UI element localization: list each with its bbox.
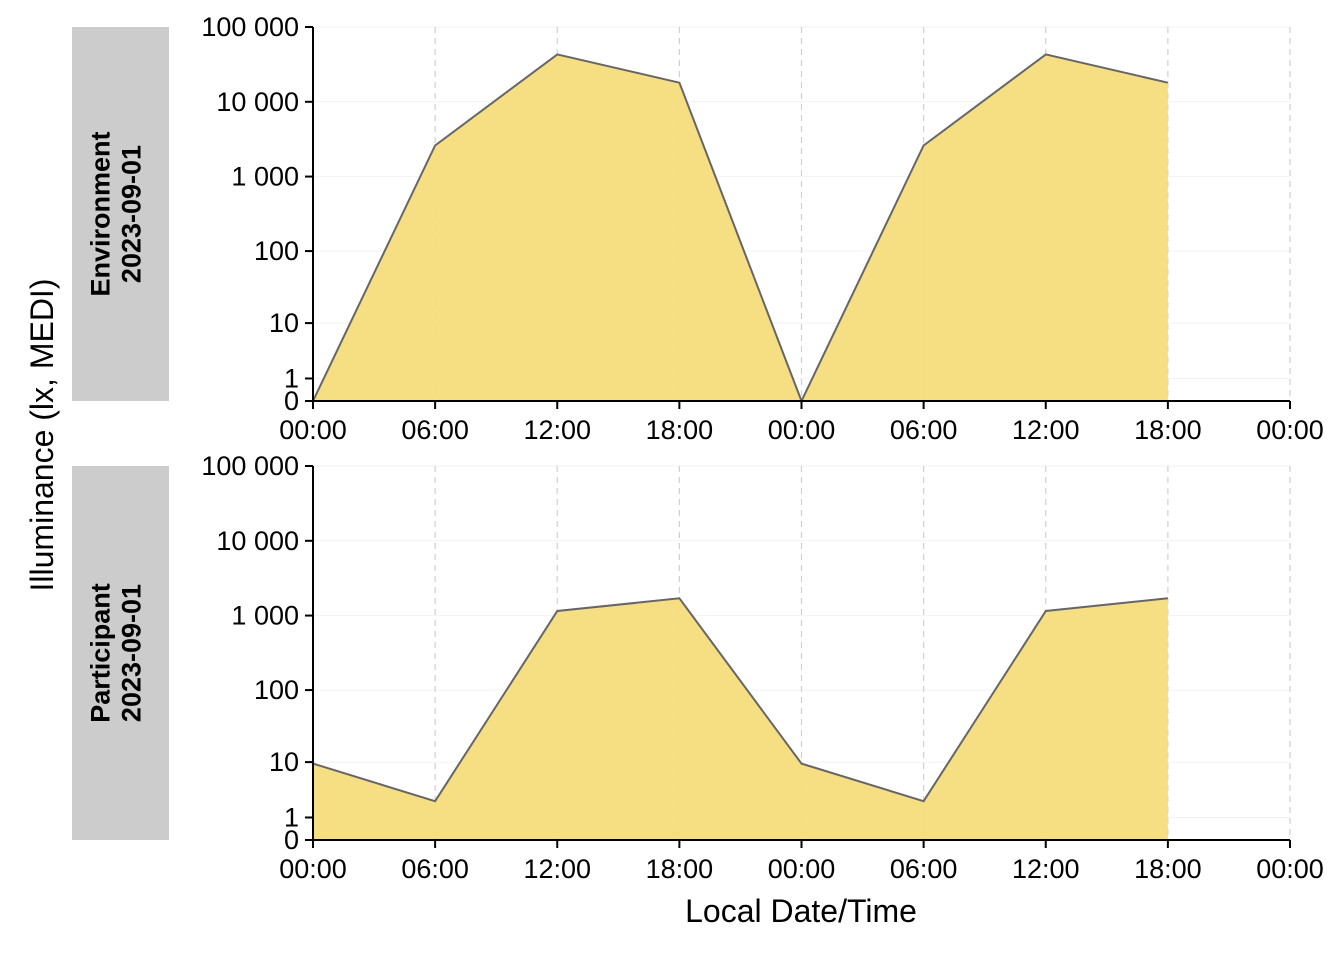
illuminance-line [312, 53, 1169, 404]
x-tick-label: 12:00 [1012, 854, 1080, 884]
y-tick-label: 1 000 [231, 601, 299, 631]
y-tick-label: 100 000 [201, 451, 299, 481]
y-tick-label: 0 [284, 825, 299, 855]
x-tick-label: 06:00 [890, 415, 958, 445]
strip-label-group: Participant [86, 583, 116, 723]
y-tick-label: 100 000 [201, 12, 299, 42]
x-tick-label: 18:00 [1134, 854, 1202, 884]
y-tick-label: 1 [284, 363, 299, 393]
illuminance-area [313, 54, 1168, 402]
y-axis-title: Illuminance (lx, MEDI) [24, 279, 60, 592]
x-tick-label: 18:00 [646, 854, 714, 884]
strip-label-group: Environment [86, 131, 116, 296]
x-tick-label: 12:00 [523, 854, 591, 884]
y-tick-label: 100 [254, 675, 299, 705]
x-tick-label: 00:00 [768, 415, 836, 445]
x-tick-label: 00:00 [1256, 415, 1324, 445]
panel-2: Participant 2023-09-01 01 10 100 1 000 10 000 1… [72, 451, 1324, 884]
x-tick-label: 12:00 [1012, 415, 1080, 445]
y-tick-label: 0 [284, 386, 299, 416]
x-tick-label: 00:00 [279, 415, 347, 445]
y-tick-label: 10 [269, 747, 299, 777]
illuminance-area [313, 598, 1168, 840]
y-tick-label: 1 000 [231, 162, 299, 192]
x-axis-title: Local Date/Time [685, 893, 917, 929]
y-tick-label: 100 [254, 236, 299, 266]
x-tick-label: 18:00 [1134, 415, 1202, 445]
x-tick-label: 06:00 [401, 854, 469, 884]
x-tick-label: 00:00 [1256, 854, 1324, 884]
x-tick-label: 00:00 [768, 854, 836, 884]
x-tick-label: 00:00 [279, 854, 347, 884]
strip-label-date: 2023-09-01 [117, 584, 147, 722]
y-tick-label: 1 [284, 802, 299, 832]
strip-label-date: 2023-09-01 [117, 145, 147, 283]
x-tick-label: 06:00 [401, 415, 469, 445]
y-tick-label: 10 [269, 308, 299, 338]
y-tick-label: 10 000 [216, 526, 299, 556]
x-tick-label: 12:00 [523, 415, 591, 445]
y-tick-label: 10 000 [216, 87, 299, 117]
x-tick-label: 18:00 [646, 415, 714, 445]
panel-strip [72, 466, 169, 840]
panel-1: Environment 2023-09-01 01 10 100 1 000 10 000 1… [72, 12, 1324, 445]
illuminance-line [312, 597, 1169, 803]
x-tick-label: 06:00 [890, 854, 958, 884]
panel-strip [72, 27, 169, 401]
